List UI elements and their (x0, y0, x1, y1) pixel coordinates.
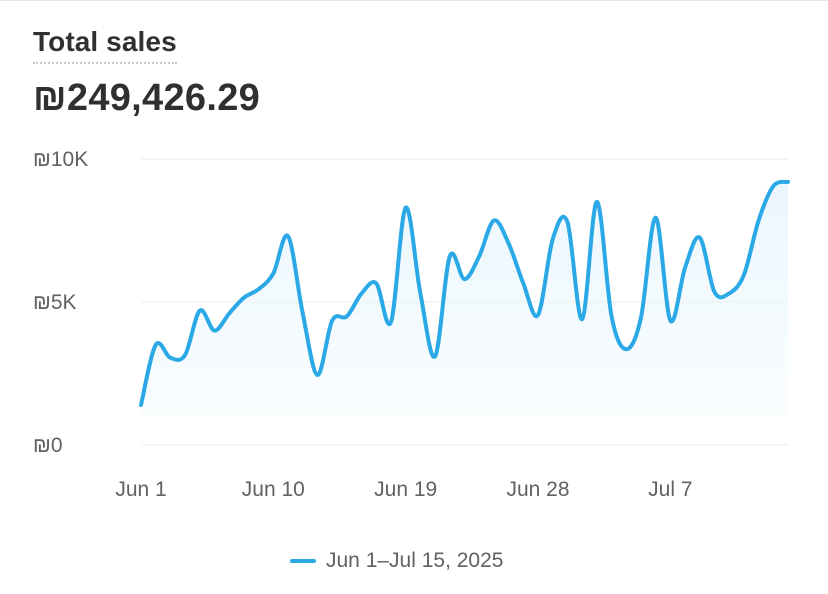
legend-swatch (290, 559, 316, 563)
series-area (141, 181, 788, 415)
sales-line-chart: ₪0 ₪5K ₪10K Jun 1 Jun 10 Jun 19 Jun 28 Jul 7 (33, 148, 790, 501)
y-axis: ₪0 ₪5K ₪10K (33, 148, 88, 457)
area-fill (141, 181, 788, 415)
y-tick-label: ₪10K (33, 148, 88, 171)
legend-label: Jun 1–Jul 15, 2025 (326, 549, 504, 572)
x-axis: Jun 1 Jun 10 Jun 19 Jun 28 Jul 7 (115, 478, 692, 501)
total-sales-value: ₪249,426.29 (33, 77, 261, 119)
x-tick-label: Jun 10 (242, 478, 305, 501)
x-tick-label: Jun 19 (374, 478, 437, 501)
top-border (0, 0, 828, 1)
chart-legend[interactable]: Jun 1–Jul 15, 2025 (290, 546, 503, 576)
series-line-layer (139, 179, 790, 407)
y-tick-label: ₪0 (33, 434, 63, 457)
x-tick-label: Jul 7 (648, 478, 692, 501)
card-title[interactable]: Total sales (33, 26, 177, 64)
series-line (139, 179, 790, 407)
x-tick-label: Jun 28 (506, 478, 569, 501)
x-tick-label: Jun 1 (115, 478, 166, 501)
y-tick-label: ₪5K (33, 291, 77, 314)
